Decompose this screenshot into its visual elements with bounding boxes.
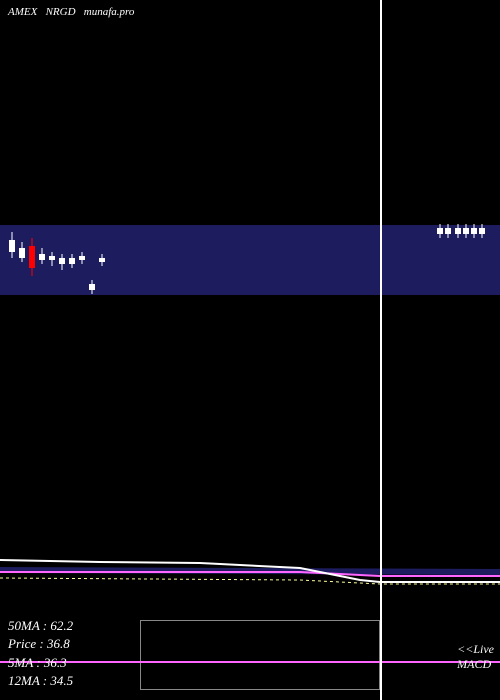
ma12-value: 34.5: [50, 673, 73, 688]
exchange-label: AMEX: [8, 6, 37, 18]
macd-text: MACD: [457, 657, 494, 672]
macd-live-text: <<Live: [457, 642, 494, 657]
source-label: munafa.pro: [84, 6, 135, 18]
chart-header: AMEX NRGD munafa.pro: [8, 6, 134, 18]
ma5-label: 5MA :: [8, 655, 41, 670]
stock-chart: AMEX NRGD munafa.pro 50MA : 62.2 Price :…: [0, 0, 500, 700]
ma50-row: 50MA : 62.2: [8, 617, 73, 635]
ma50-value: 62.2: [50, 618, 73, 633]
ma12-label: 12MA :: [8, 673, 47, 688]
macd-label: <<Live MACD: [457, 642, 494, 672]
ma5-value: 36.3: [44, 655, 67, 670]
symbol-label: NRGD: [46, 6, 76, 18]
time-divider: [380, 0, 382, 700]
ma50-label: 50MA :: [8, 618, 47, 633]
price-value: 36.8: [47, 636, 70, 651]
candlestick-series: [0, 0, 500, 700]
info-panel: 50MA : 62.2 Price : 36.8 5MA : 36.3 12MA…: [8, 617, 73, 690]
price-label: Price :: [8, 636, 44, 651]
ma5-row: 5MA : 36.3: [8, 654, 73, 672]
ma12-row: 12MA : 34.5: [8, 672, 73, 690]
price-row: Price : 36.8: [8, 635, 73, 653]
